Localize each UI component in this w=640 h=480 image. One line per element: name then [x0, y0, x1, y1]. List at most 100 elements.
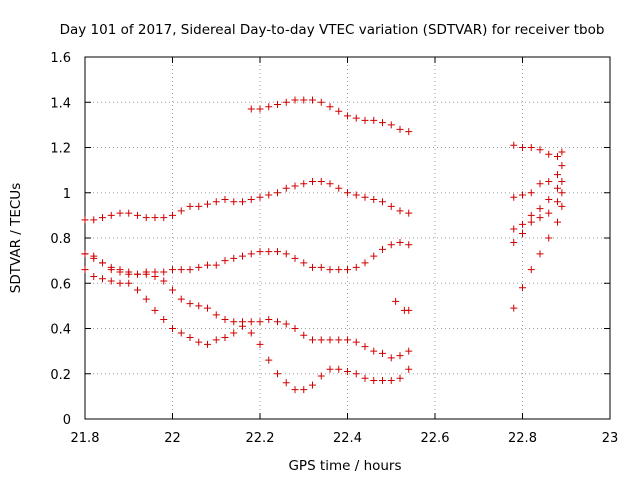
data-point	[204, 200, 211, 208]
data-point	[90, 272, 98, 280]
data-point	[186, 266, 194, 274]
data-point	[558, 148, 566, 156]
data-point	[274, 370, 281, 378]
data-point	[99, 214, 106, 222]
y-tick-label: 1	[63, 187, 71, 202]
data-point	[536, 250, 544, 258]
x-tick-label: 23	[602, 431, 619, 446]
data-point	[370, 252, 378, 260]
data-point	[81, 216, 89, 224]
data-point	[335, 266, 343, 274]
data-point	[142, 295, 150, 303]
data-point	[510, 225, 518, 233]
data-point	[344, 189, 351, 197]
data-point	[335, 107, 343, 115]
data-point	[536, 146, 544, 154]
data-point	[309, 96, 316, 104]
series-track-lower-b	[81, 266, 413, 394]
data-point	[300, 331, 308, 339]
data-point	[195, 263, 203, 271]
data-point	[510, 304, 518, 312]
data-point	[361, 374, 369, 382]
data-point	[204, 304, 211, 312]
data-point	[256, 340, 264, 348]
data-point	[519, 229, 526, 237]
data-point	[370, 116, 378, 124]
data-point	[90, 254, 98, 262]
data-point	[256, 105, 264, 113]
data-point	[195, 302, 203, 310]
data-point	[370, 347, 378, 355]
series-late-b	[510, 162, 566, 201]
data-point	[151, 272, 159, 280]
data-point	[134, 211, 141, 219]
data-point	[160, 277, 168, 285]
data-point	[239, 322, 246, 330]
data-point	[396, 207, 404, 215]
data-point	[282, 250, 290, 258]
data-point	[510, 141, 518, 149]
data-point	[107, 263, 115, 271]
x-tick-label: 22.4	[333, 431, 362, 446]
data-point	[335, 336, 343, 344]
data-point	[361, 116, 369, 124]
data-point	[212, 261, 220, 269]
series-late-d	[510, 189, 566, 247]
x-axis-label: GPS time / hours	[288, 458, 401, 474]
data-point	[107, 277, 115, 285]
data-point	[221, 196, 229, 204]
series-track-fragment	[392, 297, 413, 314]
data-point	[230, 254, 238, 262]
data-point	[169, 286, 176, 294]
data-point	[527, 266, 535, 274]
data-point	[247, 196, 255, 204]
data-point	[387, 377, 395, 385]
data-point	[405, 241, 413, 249]
data-point	[186, 202, 194, 210]
data-point	[519, 284, 526, 292]
data-point	[169, 266, 176, 274]
data-point	[291, 96, 299, 104]
data-point	[204, 261, 211, 269]
data-point	[247, 329, 255, 337]
data-point	[265, 191, 273, 199]
data-point	[291, 325, 299, 332]
data-point	[107, 211, 115, 219]
data-point	[160, 214, 168, 222]
y-tick-label: 0.6	[50, 277, 71, 292]
data-point	[116, 209, 124, 217]
data-point	[300, 96, 308, 104]
data-point	[160, 268, 168, 276]
data-point	[317, 177, 325, 185]
data-point	[99, 259, 106, 267]
data-point	[405, 128, 413, 136]
data-point	[379, 377, 386, 385]
data-point	[558, 177, 566, 185]
data-point	[282, 320, 290, 328]
data-point	[239, 198, 246, 206]
data-point	[510, 193, 518, 201]
data-point	[510, 239, 518, 247]
data-point	[125, 279, 133, 287]
series-track-top	[247, 96, 413, 136]
series-late-a	[510, 141, 566, 161]
data-point	[379, 349, 386, 357]
data-point	[274, 318, 281, 326]
data-point	[361, 259, 369, 267]
x-tick-label: 21.8	[71, 431, 100, 446]
data-point	[352, 370, 360, 378]
data-point	[387, 202, 395, 210]
data-point	[352, 114, 360, 122]
data-point	[326, 336, 334, 344]
data-point	[396, 352, 404, 360]
data-point	[81, 266, 89, 274]
data-point	[230, 198, 238, 206]
y-tick-label: 1.2	[50, 142, 71, 157]
data-point	[142, 270, 150, 278]
y-tick-label: 1.6	[50, 51, 71, 66]
data-point	[116, 279, 124, 287]
data-point	[361, 193, 369, 201]
data-point	[545, 234, 553, 242]
data-point	[554, 218, 561, 226]
